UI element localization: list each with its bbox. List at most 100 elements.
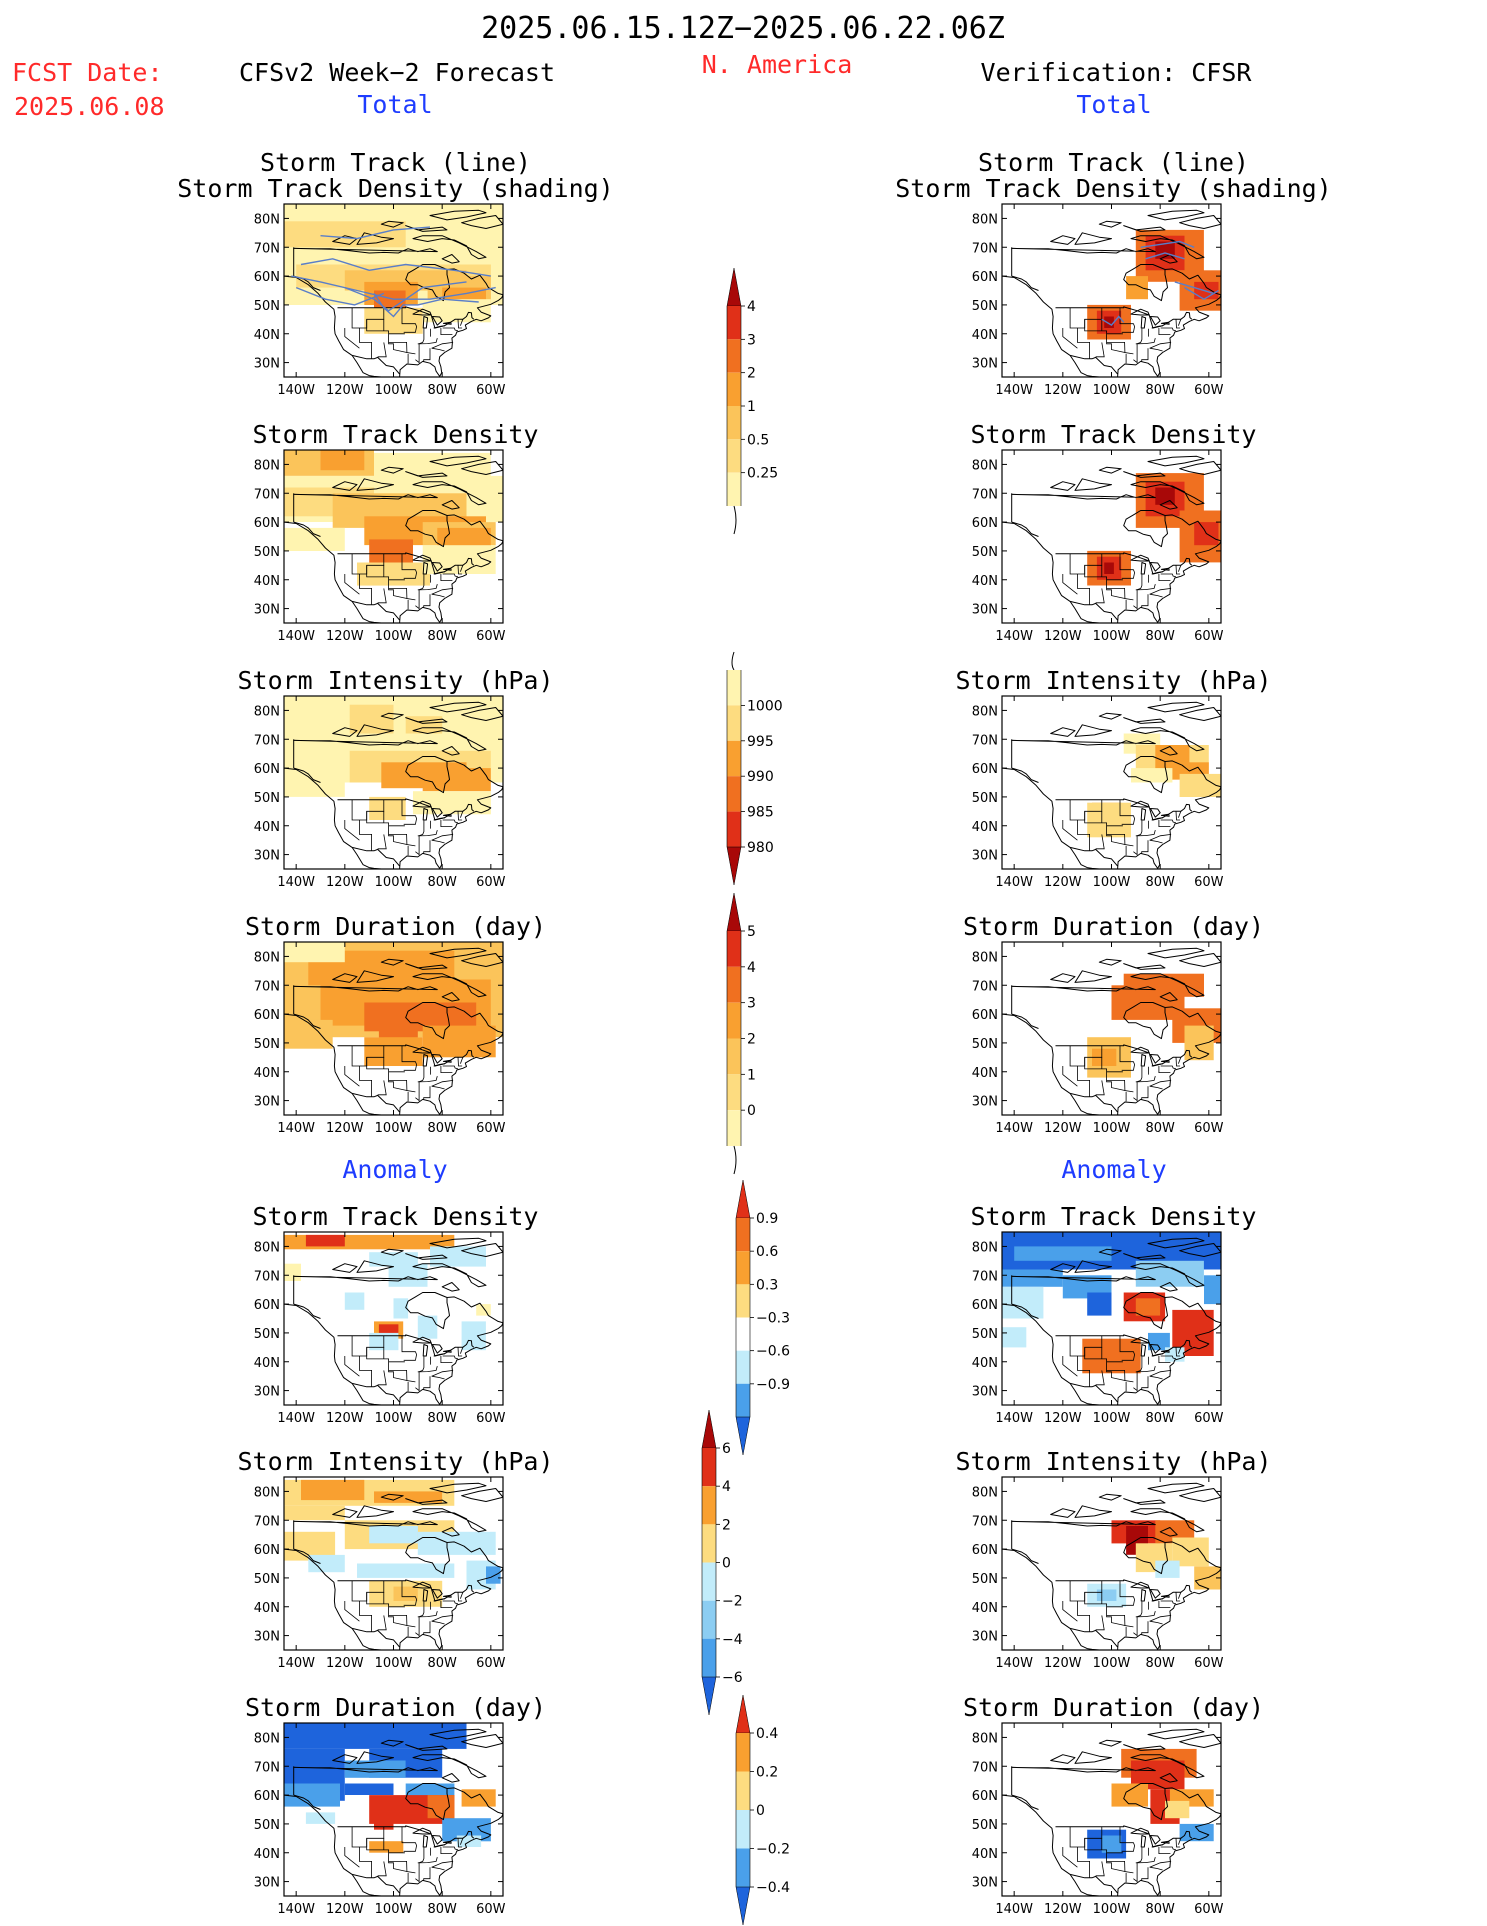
- lon-tick-label: 100W: [1093, 1656, 1131, 1671]
- colorbar-swatch: [727, 670, 741, 706]
- shading-cell: [1184, 1025, 1214, 1061]
- shading-cell: [1002, 1269, 1063, 1287]
- lon-tick-label: 60W: [1194, 383, 1224, 398]
- colorbar-arrow-top: [735, 1179, 751, 1219]
- lon-tick-label: 80W: [427, 875, 457, 890]
- shading-cell: [461, 1789, 496, 1807]
- lat-tick-label: 80N: [972, 212, 998, 227]
- shading-cell: [284, 942, 345, 963]
- lat-tick-label: 80N: [972, 1485, 998, 1500]
- panel-title: Storm Intensity (hPa): [237, 1447, 554, 1476]
- shading-cell: [417, 218, 447, 248]
- fc-track-map: 80N 70N 60N 50N 40N 30N 140W 120W 100W 80W 60W: [254, 203, 506, 398]
- colorbar-label: −6: [722, 1670, 743, 1686]
- lat-tick-label: 50N: [972, 299, 998, 314]
- ver-anom-density-map: 80N 70N 60N 50N 40N 30N 140W 120W 100W 80W 60W: [972, 1231, 1224, 1426]
- forecast-total-label: Total: [357, 90, 433, 119]
- period-title: 2025.06.15.12Z−2025.06.22.06Z: [481, 11, 1005, 46]
- lat-tick-label: 40N: [254, 574, 280, 589]
- lon-tick-label: 80W: [1145, 383, 1175, 398]
- lat-tick-label: 30N: [972, 603, 998, 618]
- lat-tick-label: 70N: [254, 1514, 280, 1529]
- shading-cell: [284, 527, 345, 551]
- cb-anom-density-colorbar: 0.9 0.6 0.3 −0.3 −0.6 −0.9: [735, 1179, 790, 1456]
- lat-tick-label: 40N: [972, 328, 998, 343]
- colorbar-label: 4: [722, 1479, 731, 1495]
- lat-tick-label: 70N: [972, 487, 998, 502]
- shading-cell: [1104, 562, 1114, 574]
- lat-tick-label: 60N: [972, 1298, 998, 1313]
- lat-tick-label: 70N: [972, 979, 998, 994]
- lon-tick-label: 100W: [1093, 1411, 1131, 1426]
- lon-tick-label: 60W: [476, 629, 506, 644]
- lon-tick-label: 60W: [1194, 1656, 1224, 1671]
- panel-title: Storm Intensity (hPa): [955, 1447, 1272, 1476]
- lon-tick-label: 80W: [427, 1411, 457, 1426]
- colorbar-swatch: [736, 1771, 750, 1810]
- lat-tick-label: 40N: [972, 1847, 998, 1862]
- colorbar-swatch: [727, 705, 741, 741]
- lon-tick-label: 80W: [1145, 1902, 1175, 1917]
- lon-tick-label: 60W: [476, 383, 506, 398]
- colorbar-arrow-top: [726, 892, 742, 932]
- colorbar-swatch: [736, 1251, 750, 1285]
- shading-cell: [284, 779, 345, 797]
- lat-tick-label: 60N: [254, 516, 280, 531]
- shading-cell: [388, 1263, 428, 1287]
- lat-tick-label: 40N: [254, 1847, 280, 1862]
- storm-track-line: [1140, 240, 1195, 248]
- shading-cell: [405, 716, 443, 734]
- lon-tick-label: 100W: [375, 1656, 413, 1671]
- lon-tick-label: 120W: [1044, 1902, 1082, 1917]
- lon-tick-label: 140W: [277, 875, 315, 890]
- colorbar-swatch: [727, 776, 741, 812]
- colorbar-label: 1: [747, 399, 756, 415]
- colorbar-label: 3: [747, 996, 756, 1012]
- colorbar-swatch: [727, 472, 741, 506]
- colorbar-label: 980: [747, 840, 774, 856]
- shading-cell: [369, 1526, 418, 1544]
- shading-cell: [378, 1324, 399, 1333]
- colorbar-label: 0: [756, 1803, 765, 1819]
- panel-subtitle: Storm Track Density (shading): [895, 174, 1332, 203]
- colorbar-swatch: [702, 1562, 716, 1601]
- lat-tick-label: 40N: [972, 820, 998, 835]
- lat-tick-label: 80N: [254, 1485, 280, 1500]
- lon-tick-label: 120W: [326, 1656, 364, 1671]
- lon-tick-label: 100W: [375, 629, 413, 644]
- cb-intensity-colorbar: 1000 995 990 985 980: [726, 651, 783, 886]
- lon-tick-label: 60W: [476, 1902, 506, 1917]
- shading-cell: [1135, 1298, 1161, 1316]
- fc-density-map: 80N 70N 60N 50N 40N 30N 140W 120W 100W 80W 60W: [254, 449, 506, 644]
- ver-intensity-map: 80N 70N 60N 50N 40N 30N 140W 120W 100W 80W 60W: [972, 695, 1224, 890]
- shading-cell: [1101, 1835, 1122, 1853]
- lat-tick-label: 30N: [972, 849, 998, 864]
- lon-tick-label: 80W: [1145, 1411, 1175, 1426]
- shading-cell: [427, 1795, 455, 1819]
- colorbar-label: −4: [722, 1632, 743, 1648]
- lon-tick-label: 100W: [1093, 383, 1131, 398]
- colorbar-label: 0.5: [747, 432, 769, 448]
- colorbar-label: 5: [747, 924, 756, 940]
- lat-tick-label: 50N: [254, 1818, 280, 1833]
- colorbar-swatch: [702, 1524, 716, 1563]
- lat-tick-label: 60N: [972, 762, 998, 777]
- shading-cell: [456, 1835, 482, 1847]
- lat-tick-label: 70N: [254, 241, 280, 256]
- lat-tick-label: 40N: [254, 1356, 280, 1371]
- colorbar-label: 0.4: [756, 1726, 778, 1742]
- lon-tick-label: 80W: [1145, 1656, 1175, 1671]
- lon-tick-label: 140W: [995, 1902, 1033, 1917]
- panel-title: Storm Track Density: [970, 1202, 1257, 1231]
- colorbar-label: 6: [722, 1441, 731, 1457]
- colorbar-label: 2: [722, 1517, 731, 1533]
- shading-cell: [1126, 276, 1148, 300]
- lat-tick-label: 60N: [254, 762, 280, 777]
- shading-cell: [1096, 1589, 1117, 1601]
- storm-track-line: [373, 293, 479, 318]
- fc-anom-intensity-map: 80N 70N 60N 50N 40N 30N 140W 120W 100W 80W 60W: [254, 1476, 506, 1671]
- colorbar-label: 3: [747, 332, 756, 348]
- shading-cell: [1155, 1560, 1180, 1578]
- panel-title: Storm Track Density: [252, 420, 539, 449]
- lon-tick-label: 60W: [476, 1656, 506, 1671]
